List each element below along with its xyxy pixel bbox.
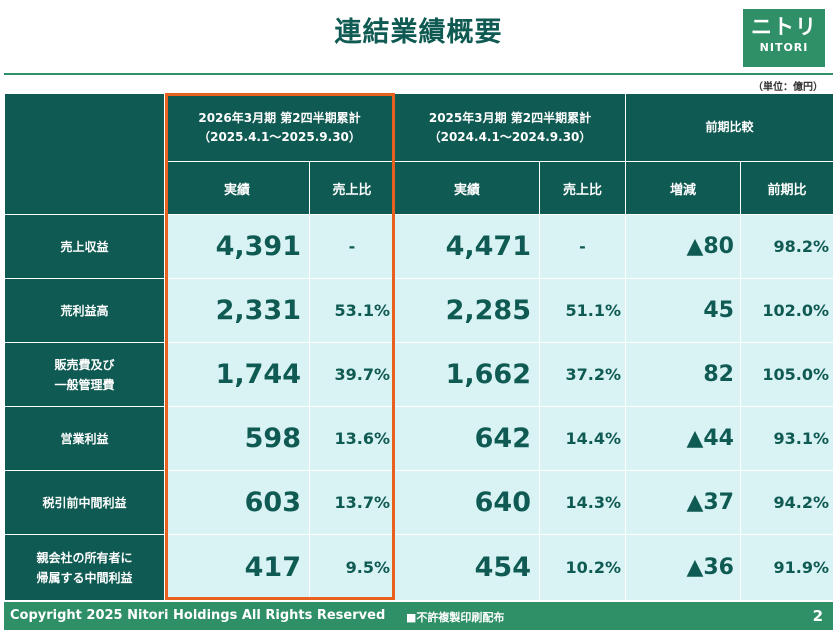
change-value: ▲44 (625, 406, 741, 471)
previous-ratio: 10.2% (539, 534, 626, 601)
header-change: 増減 (625, 161, 741, 215)
row-label-line1: 税引前中間利益 (42, 495, 127, 510)
current-result: 4,391 (164, 214, 310, 279)
row-label: 売上収益 (4, 214, 165, 279)
header-current-result: 実績 (164, 161, 310, 215)
yoy-value: 105.0% (739, 342, 835, 407)
current-result: 2,331 (164, 278, 310, 343)
row-label: 税引前中間利益 (4, 470, 165, 535)
previous-ratio: 51.1% (539, 278, 626, 343)
change-value: 45 (625, 278, 741, 343)
header-previous-period: 2025年3月期 第2四半期累計 （2024.4.1～2024.9.30） (394, 93, 626, 162)
table-row: 親会社の所有者に 帰属する中間利益 417 9.5% 454 10.2% ▲36 … (4, 534, 835, 601)
row-label-line1: 販売費及び (54, 357, 115, 372)
logo-mark: ニトリ (751, 15, 817, 39)
current-result: 1,744 (164, 342, 310, 407)
previous-result: 2,285 (394, 278, 540, 343)
row-label-line1: 売上収益 (60, 239, 109, 254)
previous-ratio: - (539, 214, 626, 279)
yoy-value: 102.0% (739, 278, 835, 343)
current-result: 598 (164, 406, 310, 471)
header-previous-ratio: 売上比 (539, 161, 626, 215)
footer-bar: Copyright 2025 Nitori Holdings All Right… (4, 602, 833, 630)
header-yoy: 前期比 (739, 161, 835, 215)
row-label-line2: 一般管理費 (54, 377, 115, 392)
current-ratio: 9.5% (309, 534, 395, 601)
yoy-value: 94.2% (739, 470, 835, 535)
change-value: ▲37 (625, 470, 741, 535)
current-ratio: 53.1% (309, 278, 395, 343)
table-row: 税引前中間利益 603 13.7% 640 14.3% ▲37 94.2% (4, 470, 835, 535)
page-number: 2 (812, 607, 823, 625)
results-table: 2026年3月期 第2四半期累計 （2025.4.1～2025.9.30） 20… (4, 93, 835, 601)
previous-result: 454 (394, 534, 540, 601)
current-ratio: 13.6% (309, 406, 395, 471)
current-result: 603 (164, 470, 310, 535)
header-compare: 前期比較 (624, 93, 835, 162)
yoy-value: 91.9% (739, 534, 835, 601)
row-label: 親会社の所有者に 帰属する中間利益 (4, 534, 165, 601)
current-result: 417 (164, 534, 310, 601)
previous-ratio: 14.4% (539, 406, 626, 471)
change-value: ▲36 (625, 534, 741, 601)
row-label: 販売費及び一般管理費 (4, 342, 165, 407)
header-row-sub: 実績 売上比 実績 売上比 増減 前期比 (5, 161, 835, 215)
header-corner (4, 93, 165, 215)
previous-result: 4,471 (394, 214, 540, 279)
previous-result: 1,662 (394, 342, 540, 407)
previous-ratio: 14.3% (539, 470, 626, 535)
table-row: 販売費及び一般管理費 1,744 39.7% 1,662 37.2% 82 10… (4, 342, 835, 407)
table-row: 営業利益 598 13.6% 642 14.4% ▲44 93.1% (4, 406, 835, 471)
previous-period-line2: （2024.4.1～2024.9.30） (428, 129, 592, 144)
current-ratio: 13.7% (309, 470, 395, 535)
yoy-value: 93.1% (739, 406, 835, 471)
row-label-line1: 親会社の所有者に (36, 550, 133, 565)
row-label-line1: 営業利益 (60, 431, 109, 446)
change-value: ▲80 (625, 214, 741, 279)
row-label-line1: 荒利益高 (60, 303, 109, 318)
header-row-group: 2026年3月期 第2四半期累計 （2025.4.1～2025.9.30） 20… (4, 93, 835, 215)
current-period-line1: 2026年3月期 第2四半期累計 (198, 110, 361, 125)
logo-word: NITORI (759, 41, 809, 54)
previous-result: 640 (394, 470, 540, 535)
header-current-period: 2026年3月期 第2四半期累計 （2025.4.1～2025.9.30） (164, 93, 395, 162)
table-row: 売上収益 4,391 - 4,471 - ▲80 98.2% (4, 214, 835, 279)
yoy-value: 98.2% (739, 214, 835, 279)
row-label: 営業利益 (4, 406, 165, 471)
current-period-line2: （2025.4.1～2025.9.30） (198, 129, 361, 144)
page-title: 連結業績概要 (334, 17, 503, 48)
header-current-ratio: 売上比 (309, 161, 395, 215)
table-row: 荒利益高 2,331 53.1% 2,285 51.1% 45 102.0% (4, 278, 835, 343)
no-reproduction-notice: ■不許複製印刷配布 (406, 611, 505, 624)
title-divider (4, 73, 833, 75)
row-label: 荒利益高 (4, 278, 165, 343)
copyright-text: Copyright 2025 Nitori Holdings All Right… (10, 608, 386, 623)
header-previous-result: 実績 (394, 161, 540, 215)
current-ratio: - (309, 214, 395, 279)
change-value: 82 (625, 342, 741, 407)
previous-result: 642 (394, 406, 540, 471)
current-ratio: 39.7% (309, 342, 395, 407)
previous-period-line1: 2025年3月期 第2四半期累計 (428, 110, 592, 125)
unit-note: （単位：億円） (753, 82, 823, 93)
previous-ratio: 37.2% (539, 342, 626, 407)
row-label-line2: 帰属する中間利益 (36, 570, 133, 585)
nitori-logo: ニトリ NITORI (743, 9, 825, 67)
